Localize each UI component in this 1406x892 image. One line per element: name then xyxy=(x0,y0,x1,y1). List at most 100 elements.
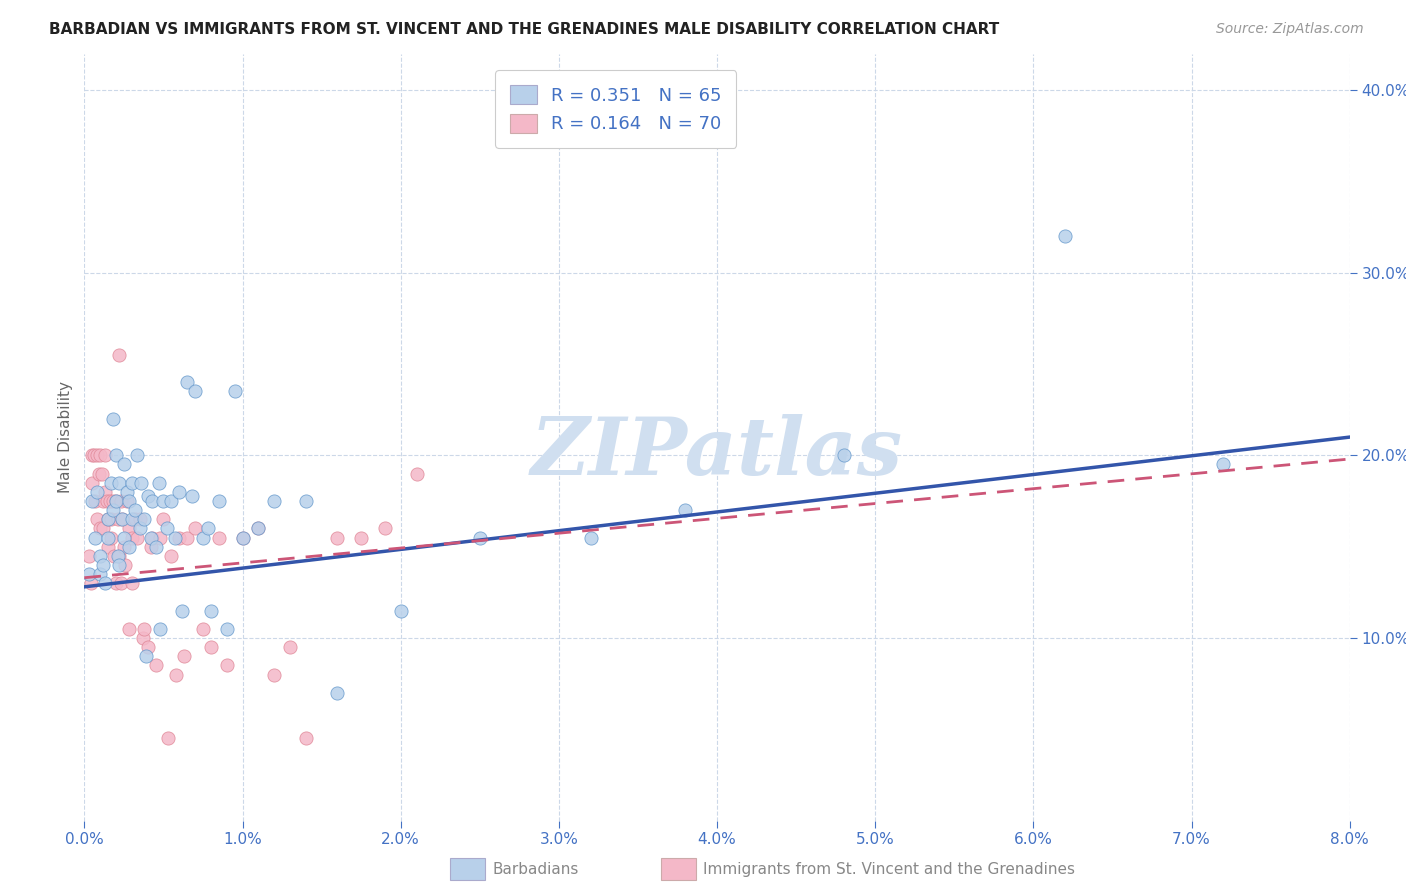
Point xyxy=(84,494,107,508)
Point xyxy=(263,494,285,508)
Point xyxy=(100,475,122,490)
Point xyxy=(350,531,373,545)
Point xyxy=(96,494,118,508)
Point xyxy=(121,531,143,545)
Point xyxy=(148,475,170,490)
Point xyxy=(1054,229,1077,244)
Point xyxy=(200,604,222,618)
Point xyxy=(160,549,183,563)
Point xyxy=(86,512,108,526)
Point xyxy=(468,531,491,545)
Point xyxy=(121,512,143,526)
Y-axis label: Male Disability: Male Disability xyxy=(58,381,73,493)
Point xyxy=(173,649,195,664)
Point xyxy=(100,531,122,545)
Point xyxy=(141,494,163,508)
Point xyxy=(169,484,191,499)
Point xyxy=(107,512,129,526)
Point xyxy=(184,521,207,535)
Point xyxy=(118,521,141,535)
Legend: R = 0.351   N = 65, R = 0.164   N = 70: R = 0.351 N = 65, R = 0.164 N = 70 xyxy=(495,70,737,148)
Point xyxy=(135,649,157,664)
Point xyxy=(125,531,148,545)
Point xyxy=(89,549,111,563)
Point xyxy=(112,458,135,472)
Point xyxy=(215,658,238,673)
Point xyxy=(247,521,270,535)
Point xyxy=(176,376,198,390)
Point xyxy=(136,640,159,654)
Point xyxy=(114,558,136,572)
Point xyxy=(224,384,246,399)
Point xyxy=(191,622,214,636)
Point xyxy=(134,622,156,636)
Point xyxy=(112,540,135,554)
Point xyxy=(326,531,349,545)
Point xyxy=(121,475,143,490)
Point xyxy=(89,567,111,582)
Point xyxy=(579,531,602,545)
Point xyxy=(115,494,138,508)
Point xyxy=(247,521,270,535)
Point xyxy=(405,467,427,481)
Point xyxy=(93,558,115,572)
Point xyxy=(101,494,124,508)
Point xyxy=(832,448,855,462)
Point xyxy=(101,503,124,517)
Point xyxy=(105,448,127,462)
Point xyxy=(83,448,105,462)
Point xyxy=(136,489,159,503)
Point xyxy=(125,448,148,462)
Point xyxy=(108,475,131,490)
Point xyxy=(94,448,117,462)
Point xyxy=(82,475,104,490)
Point xyxy=(124,503,146,517)
Point xyxy=(124,512,146,526)
Point xyxy=(132,631,155,645)
Point xyxy=(149,531,172,545)
Point xyxy=(89,521,111,535)
Point xyxy=(115,484,138,499)
Point xyxy=(118,494,141,508)
Point xyxy=(191,531,214,545)
Point xyxy=(89,448,111,462)
Point xyxy=(77,549,100,563)
Text: BARBADIAN VS IMMIGRANTS FROM ST. VINCENT AND THE GRENADINES MALE DISABILITY CORR: BARBADIAN VS IMMIGRANTS FROM ST. VINCENT… xyxy=(49,22,1000,37)
Point xyxy=(675,503,697,517)
Point xyxy=(98,494,121,508)
Point xyxy=(105,494,127,508)
Text: Source: ZipAtlas.com: Source: ZipAtlas.com xyxy=(1216,22,1364,37)
Point xyxy=(139,531,162,545)
Point xyxy=(97,512,120,526)
Point xyxy=(101,412,124,426)
Point xyxy=(165,667,187,681)
Point xyxy=(82,494,104,508)
Point xyxy=(169,531,191,545)
Point xyxy=(110,576,132,591)
Point xyxy=(176,531,198,545)
Point xyxy=(86,484,108,499)
Point xyxy=(141,531,163,545)
Point xyxy=(208,494,231,508)
Point xyxy=(108,549,131,563)
Point xyxy=(128,512,150,526)
Point xyxy=(157,731,180,746)
Point xyxy=(1212,458,1234,472)
Point xyxy=(107,549,129,563)
Point xyxy=(118,622,141,636)
Point xyxy=(139,540,162,554)
Text: ZIPatlas: ZIPatlas xyxy=(531,414,903,491)
Point xyxy=(145,540,167,554)
Point xyxy=(295,731,318,746)
Point xyxy=(79,576,103,591)
Point xyxy=(374,521,396,535)
Point xyxy=(77,567,100,582)
Point xyxy=(128,521,150,535)
Point xyxy=(152,512,174,526)
Point xyxy=(90,467,112,481)
Point xyxy=(108,348,131,362)
Point xyxy=(86,448,108,462)
Point xyxy=(118,540,141,554)
Point xyxy=(145,658,167,673)
Point xyxy=(134,512,156,526)
